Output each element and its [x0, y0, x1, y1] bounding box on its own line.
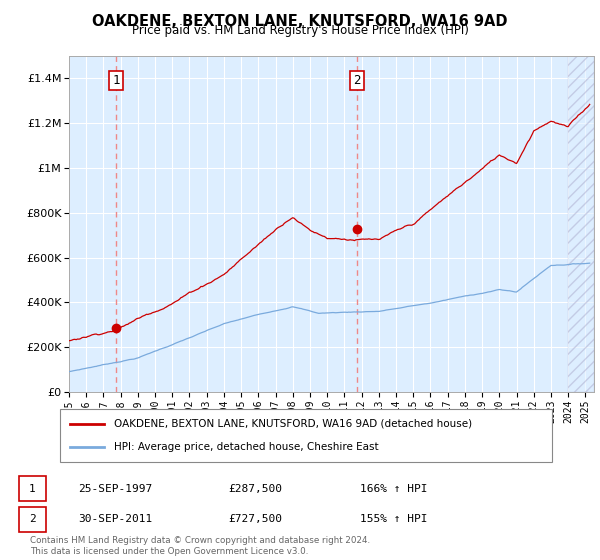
Text: 25-SEP-1997: 25-SEP-1997 [78, 484, 152, 493]
Text: £287,500: £287,500 [228, 484, 282, 493]
Text: 1: 1 [29, 484, 36, 493]
Text: HPI: Average price, detached house, Cheshire East: HPI: Average price, detached house, Ches… [114, 442, 379, 452]
Text: 2: 2 [29, 515, 36, 524]
Text: 166% ↑ HPI: 166% ↑ HPI [360, 484, 427, 493]
Text: Contains HM Land Registry data © Crown copyright and database right 2024.
This d: Contains HM Land Registry data © Crown c… [30, 536, 370, 556]
Text: £727,500: £727,500 [228, 515, 282, 524]
Text: 155% ↑ HPI: 155% ↑ HPI [360, 515, 427, 524]
Text: 2: 2 [353, 74, 361, 87]
Text: 30-SEP-2011: 30-SEP-2011 [78, 515, 152, 524]
Text: Price paid vs. HM Land Registry's House Price Index (HPI): Price paid vs. HM Land Registry's House … [131, 24, 469, 37]
Text: 1: 1 [113, 74, 120, 87]
Text: OAKDENE, BEXTON LANE, KNUTSFORD, WA16 9AD: OAKDENE, BEXTON LANE, KNUTSFORD, WA16 9A… [92, 14, 508, 29]
Text: OAKDENE, BEXTON LANE, KNUTSFORD, WA16 9AD (detached house): OAKDENE, BEXTON LANE, KNUTSFORD, WA16 9A… [114, 419, 472, 429]
FancyBboxPatch shape [60, 409, 552, 462]
Polygon shape [568, 56, 594, 392]
